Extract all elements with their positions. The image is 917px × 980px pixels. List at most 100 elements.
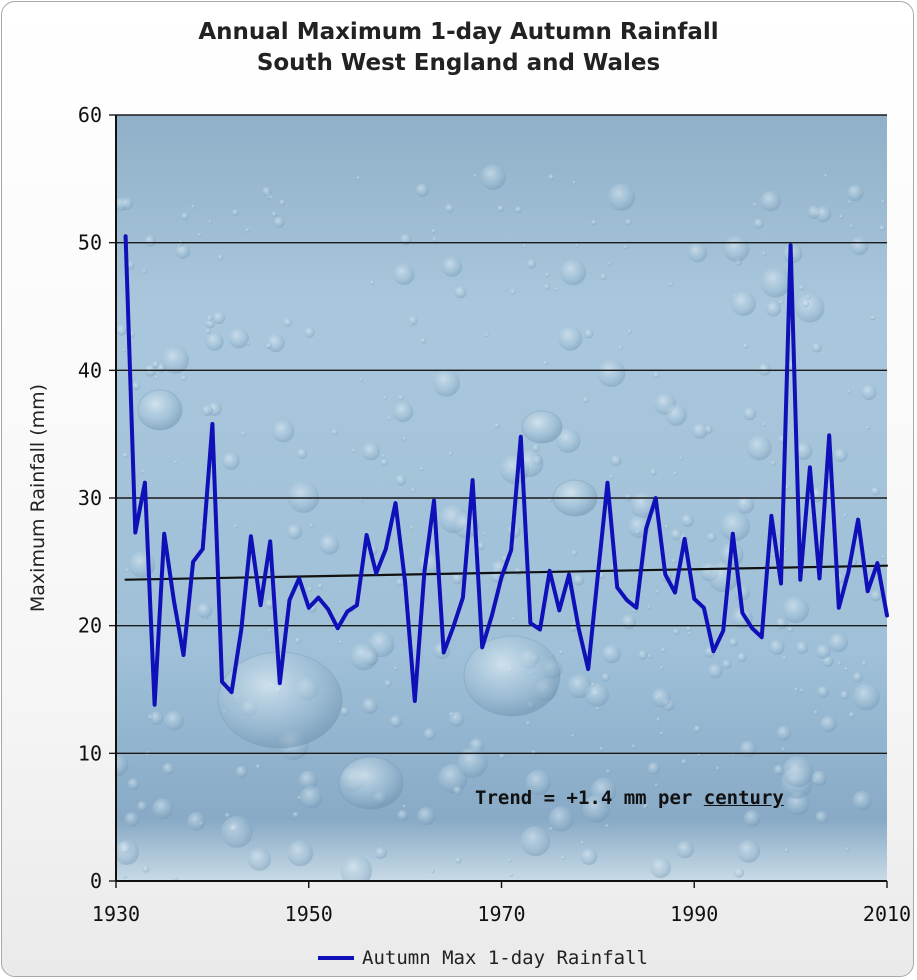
water-drop (806, 295, 811, 300)
water-drop (815, 811, 829, 824)
water-drop (319, 534, 340, 555)
water-drop (549, 827, 553, 831)
water-drop (449, 711, 454, 717)
water-drop (573, 574, 585, 586)
water-drop (142, 865, 150, 873)
water-drop (340, 707, 350, 716)
water-drop (455, 857, 462, 864)
water-drop (514, 206, 522, 214)
water-drop (655, 589, 660, 594)
water-drop (397, 809, 409, 821)
water-drop (298, 770, 318, 790)
water-drop (340, 855, 373, 881)
y-tick-label: 20 (78, 614, 102, 638)
water-drop (525, 769, 551, 796)
legend-label: Autumn Max 1-day Rainfall (362, 947, 648, 969)
water-drop (231, 209, 239, 216)
water-drop (572, 180, 577, 185)
water-drop (191, 204, 196, 209)
water-drop (164, 710, 184, 731)
water-drop (384, 680, 392, 688)
water-drop (642, 804, 648, 810)
water-drop (205, 332, 224, 351)
water-drop (127, 778, 140, 791)
water-drop (217, 254, 224, 261)
water-drop (212, 311, 226, 325)
water-drop (795, 641, 809, 654)
water-drop (784, 848, 789, 853)
water-drop (739, 740, 757, 758)
water-drop (361, 442, 380, 461)
water-drop (760, 267, 791, 298)
water-drop (116, 753, 129, 777)
water-drop (654, 783, 659, 788)
water-drop (649, 468, 657, 476)
water-drop (787, 626, 794, 633)
water-drop (444, 203, 454, 213)
x-tick-label: 1970 (477, 902, 525, 926)
water-drop (600, 273, 607, 281)
water-drop (799, 285, 805, 291)
water-drop (423, 728, 436, 741)
water-drop (393, 263, 415, 285)
water-drop (707, 663, 723, 679)
water-drop (647, 654, 652, 659)
water-drop (122, 348, 127, 353)
water-drop (848, 712, 855, 718)
water-drop (799, 688, 804, 693)
water-drop (463, 635, 561, 717)
water-drop (753, 218, 764, 229)
water-drop (591, 219, 597, 226)
water-drop (559, 650, 564, 655)
water-drop (369, 280, 375, 286)
water-drop (681, 758, 687, 765)
water-drop (601, 673, 610, 682)
water-drop (817, 685, 830, 698)
water-drop (755, 794, 762, 801)
water-drop (521, 410, 563, 444)
water-drop (507, 858, 512, 863)
water-drop (623, 245, 628, 250)
water-drop (273, 216, 285, 228)
water-drop (574, 243, 579, 248)
chart-subtitle: South West England and Wales (256, 50, 661, 76)
water-drop (544, 272, 550, 278)
water-drop (473, 173, 478, 178)
water-drop (570, 549, 578, 557)
y-tick-label: 60 (78, 103, 102, 127)
water-drop (380, 458, 388, 466)
water-drop (795, 293, 825, 323)
water-drop (670, 528, 682, 541)
y-tick-label: 10 (78, 741, 102, 765)
trend-unit: century (703, 787, 784, 809)
water-drop (704, 425, 713, 434)
water-drop (580, 848, 598, 865)
water-drop (543, 360, 548, 366)
water-drop (661, 647, 666, 653)
water-drop (837, 661, 842, 666)
water-drop (142, 269, 147, 273)
water-drop (161, 346, 189, 374)
y-tick-label: 30 (78, 486, 102, 510)
water-drop (776, 725, 792, 741)
water-drop (116, 840, 139, 865)
water-drop (409, 525, 415, 530)
water-drop (201, 404, 213, 416)
water-drop (659, 665, 664, 670)
water-drop (395, 474, 407, 486)
water-drop (286, 524, 303, 540)
water-drop (432, 237, 437, 242)
y-tick-labels: 0 10 20 30 40 50 60 (78, 103, 102, 893)
water-drop (811, 342, 822, 353)
water-drop (206, 315, 213, 322)
water-drop (338, 756, 404, 810)
water-drop (205, 328, 211, 335)
water-drop (584, 329, 594, 339)
water-drop (708, 561, 739, 593)
water-drop (408, 316, 418, 326)
water-drop (544, 283, 550, 290)
water-drop (420, 467, 424, 471)
water-drop (361, 697, 378, 714)
water-drop (849, 224, 854, 229)
water-drop (610, 455, 622, 467)
